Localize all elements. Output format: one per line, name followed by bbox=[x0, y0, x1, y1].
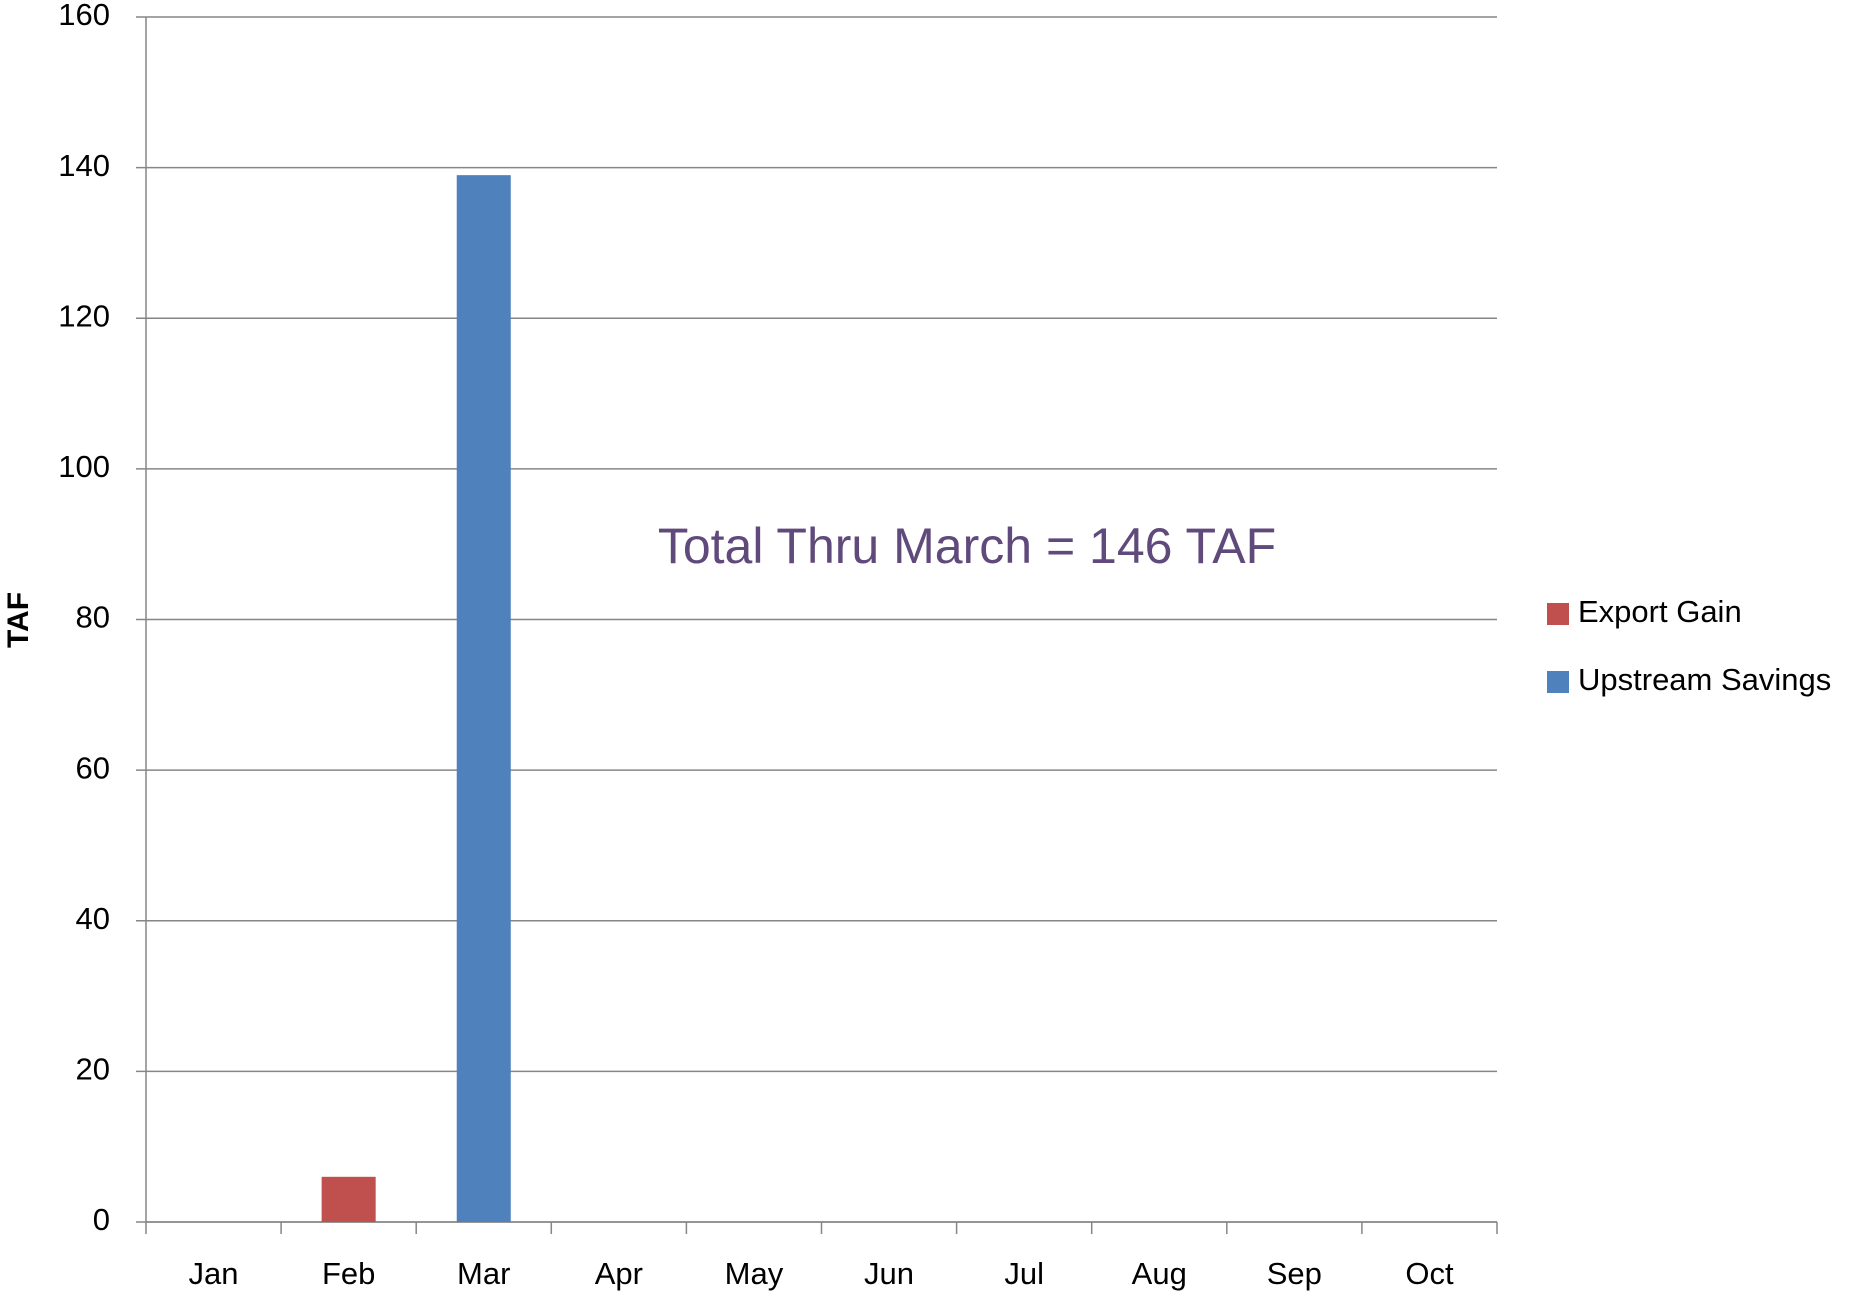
bar bbox=[456, 175, 511, 1222]
x-tick-label: Feb bbox=[322, 1256, 375, 1291]
y-tick-label: 120 bbox=[58, 298, 110, 333]
y-tick-label: 140 bbox=[58, 148, 110, 183]
legend-swatch bbox=[1547, 671, 1569, 693]
y-tick-label: 60 bbox=[76, 750, 110, 785]
x-tick-label: May bbox=[725, 1256, 784, 1291]
y-tick-label: 80 bbox=[76, 600, 110, 635]
x-tick-label: Aug bbox=[1132, 1256, 1187, 1291]
bar bbox=[321, 1176, 376, 1222]
x-tick-label: Jul bbox=[1004, 1256, 1044, 1291]
y-tick-label: 40 bbox=[76, 901, 110, 936]
x-tick-label: Oct bbox=[1405, 1256, 1454, 1291]
y-tick-label: 20 bbox=[76, 1052, 110, 1087]
legend-label: Upstream Savings bbox=[1578, 662, 1831, 697]
x-tick-label: Sep bbox=[1267, 1256, 1322, 1291]
y-axis-label: TAF bbox=[2, 592, 35, 648]
x-tick-label: Apr bbox=[595, 1256, 643, 1291]
y-tick-label: 100 bbox=[58, 449, 110, 484]
legend-swatch bbox=[1547, 603, 1569, 625]
x-tick-label: Jan bbox=[189, 1256, 239, 1291]
y-tick-label: 0 bbox=[93, 1202, 110, 1237]
x-tick-label: Mar bbox=[457, 1256, 510, 1291]
annotation: Total Thru March = 146 TAF bbox=[658, 518, 1276, 574]
legend-label: Export Gain bbox=[1578, 594, 1742, 629]
x-tick-label: Jun bbox=[864, 1256, 914, 1291]
y-tick-label: 160 bbox=[58, 0, 110, 32]
